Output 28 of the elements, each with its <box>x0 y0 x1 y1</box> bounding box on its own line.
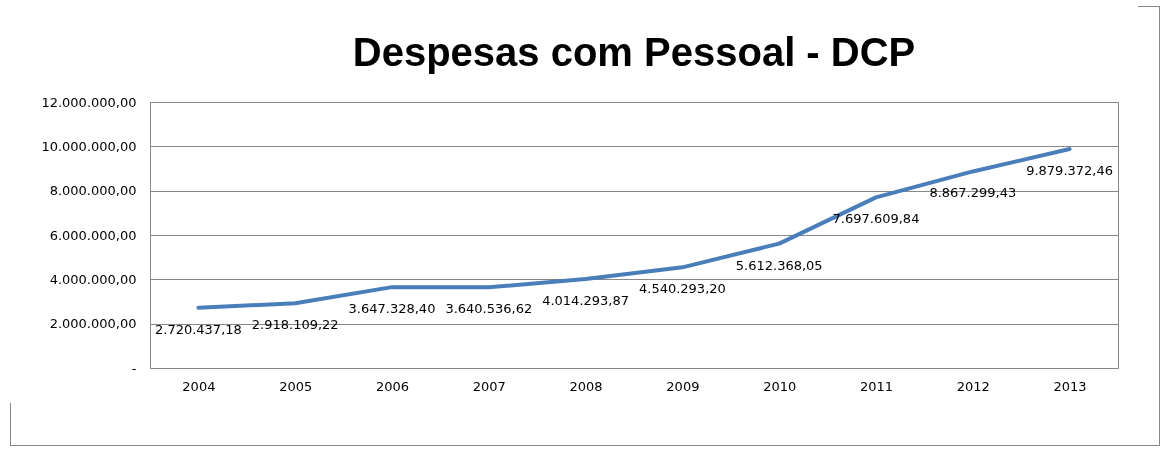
y-tick-label: - <box>131 360 137 376</box>
y-tick-label: 10.000.000,00 <box>41 138 137 154</box>
data-label: 8.867.299,43 <box>929 185 1017 201</box>
data-label: 4.014.293,87 <box>542 293 630 309</box>
x-tick-label: 2004 <box>182 378 216 394</box>
x-tick-label: 2007 <box>472 378 506 394</box>
data-label: 3.647.328,40 <box>348 301 436 317</box>
y-tick-label: 2.000.000,00 <box>49 316 137 332</box>
x-tick-label: 2012 <box>956 378 990 394</box>
x-tick-label: 2008 <box>569 378 603 394</box>
y-tick-label: 12.000.000,00 <box>41 94 137 110</box>
data-label: 5.612.368,05 <box>735 257 823 273</box>
y-tick-label: 4.000.000,00 <box>49 271 137 287</box>
data-label: 9.879.372,46 <box>1026 163 1114 179</box>
y-tick-label: 6.000.000,00 <box>49 227 137 243</box>
x-tick-label: 2011 <box>859 378 894 394</box>
x-tick-label: 2010 <box>763 378 797 394</box>
data-label: 2.720.437,18 <box>154 321 242 337</box>
x-tick-label: 2005 <box>279 378 313 394</box>
data-label: 4.540.293,20 <box>638 281 726 297</box>
data-label: 2.918.109,22 <box>251 317 339 333</box>
y-tick-label: 8.000.000,00 <box>49 183 137 199</box>
x-tick-label: 2013 <box>1053 378 1087 394</box>
data-label: 7.697.609,84 <box>832 211 920 227</box>
chart-title: Despesas com Pessoal - DCP <box>352 30 916 74</box>
data-label: 3.640.536,62 <box>445 301 533 317</box>
x-tick-label: 2009 <box>666 378 700 394</box>
x-tick-label: 2006 <box>375 378 410 394</box>
